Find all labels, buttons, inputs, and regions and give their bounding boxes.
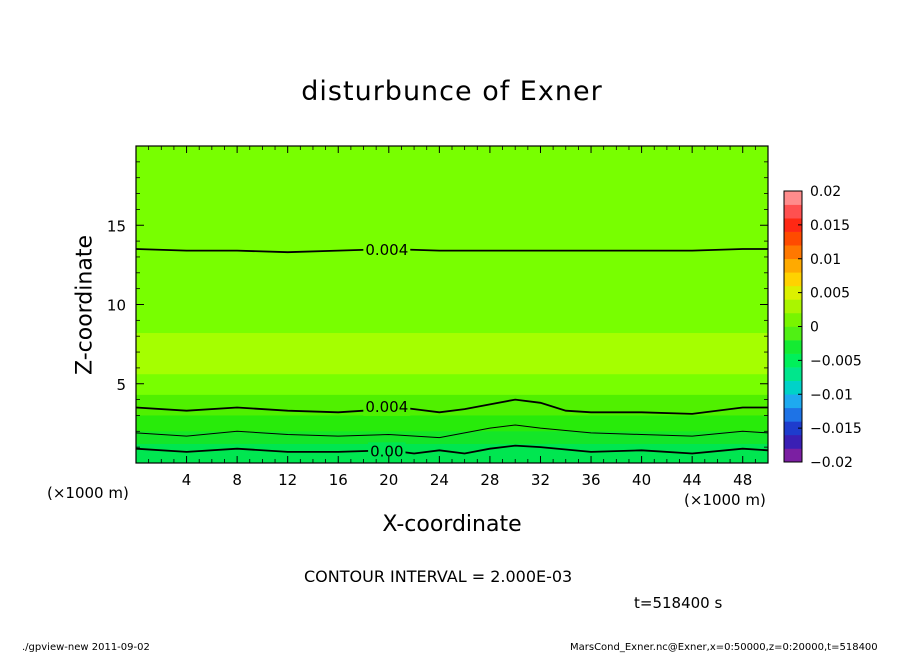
colorbar-segment — [784, 245, 802, 260]
colorbar-tick-label: 0.015 — [810, 218, 850, 234]
contour-band — [136, 443, 768, 463]
contour-line — [135, 444, 769, 455]
colorbar-segment — [784, 353, 802, 368]
colorbar-segment — [784, 367, 802, 381]
colorbar-segment — [784, 204, 802, 219]
footer-right: MarsCond_Exner.nc@Exner,x=0:50000,z=0:20… — [570, 642, 878, 653]
colorbar-tick-label: −0.015 — [810, 421, 862, 437]
colorbar-segment — [784, 448, 802, 463]
colorbar-tick-label: 0.005 — [810, 286, 850, 302]
colorbar-segment — [784, 285, 802, 300]
x-unit-label-left: (×1000 m) — [47, 484, 129, 502]
y-tick-label: 10 — [107, 297, 126, 315]
colorbar-segment — [784, 299, 802, 314]
colorbar-segment — [784, 326, 802, 341]
footer-left: ./gpview-new 2011-09-02 — [22, 642, 150, 653]
y-axis-label: Z-coordinate — [72, 235, 98, 375]
colorbar-segment — [784, 394, 802, 409]
x-tick-label: 36 — [581, 471, 600, 489]
colorbar-segment — [784, 380, 802, 395]
colorbar-tick-label: 0 — [810, 320, 819, 336]
contour-label: 0.004 — [365, 241, 408, 259]
colorbar-tick-label: 0.01 — [810, 252, 841, 268]
time-label: t=518400 s — [634, 594, 723, 612]
colorbar-tick-label: −0.01 — [810, 387, 853, 403]
colorbar-segment — [784, 231, 802, 246]
x-tick-label: 40 — [632, 471, 651, 489]
x-tick-label: 48 — [733, 471, 752, 489]
x-tick-label: 32 — [531, 471, 550, 489]
colorbar-segment — [784, 312, 802, 327]
y-tick-label: 15 — [107, 217, 126, 235]
x-tick-label: 44 — [683, 471, 702, 489]
colorbar-segment — [784, 434, 802, 449]
colorbar-segment — [784, 218, 802, 232]
x-tick-label: 8 — [232, 471, 242, 489]
colorbar-segment — [784, 421, 802, 436]
contour-line — [135, 248, 768, 254]
colorbar-tick-label: −0.02 — [810, 455, 853, 471]
y-tick-label: 5 — [116, 376, 126, 394]
contour-label-background — [363, 397, 411, 416]
chart-title: disturbunce of Exner — [301, 76, 603, 107]
colorbar-tick-label: −0.005 — [810, 353, 862, 369]
x-tick-label: 20 — [379, 471, 398, 489]
colorbar-segment — [784, 258, 802, 273]
colorbar-tick-label: 0.02 — [810, 184, 841, 200]
contour-label: 0.004 — [365, 398, 408, 416]
colorbar-segment — [784, 272, 802, 287]
contour-label-background — [368, 442, 406, 461]
contour-label-background — [363, 241, 411, 260]
x-tick-label: 28 — [480, 471, 499, 489]
x-unit-label-right: (×1000 m) — [684, 491, 766, 509]
contour-label: 0.00 — [370, 442, 403, 460]
x-tick-label: 4 — [182, 471, 192, 489]
colorbar-segment — [784, 407, 802, 422]
colorbar-segment — [784, 191, 802, 205]
x-axis-label: X-coordinate — [382, 512, 522, 537]
contour-line — [135, 424, 769, 439]
contour-interval-label: CONTOUR INTERVAL = 2.000E-03 — [304, 567, 573, 586]
x-tick-label: 16 — [329, 471, 348, 489]
contour-line — [135, 398, 768, 415]
colorbar-segment — [784, 340, 802, 354]
x-tick-label: 12 — [278, 471, 297, 489]
x-tick-label: 24 — [430, 471, 449, 489]
